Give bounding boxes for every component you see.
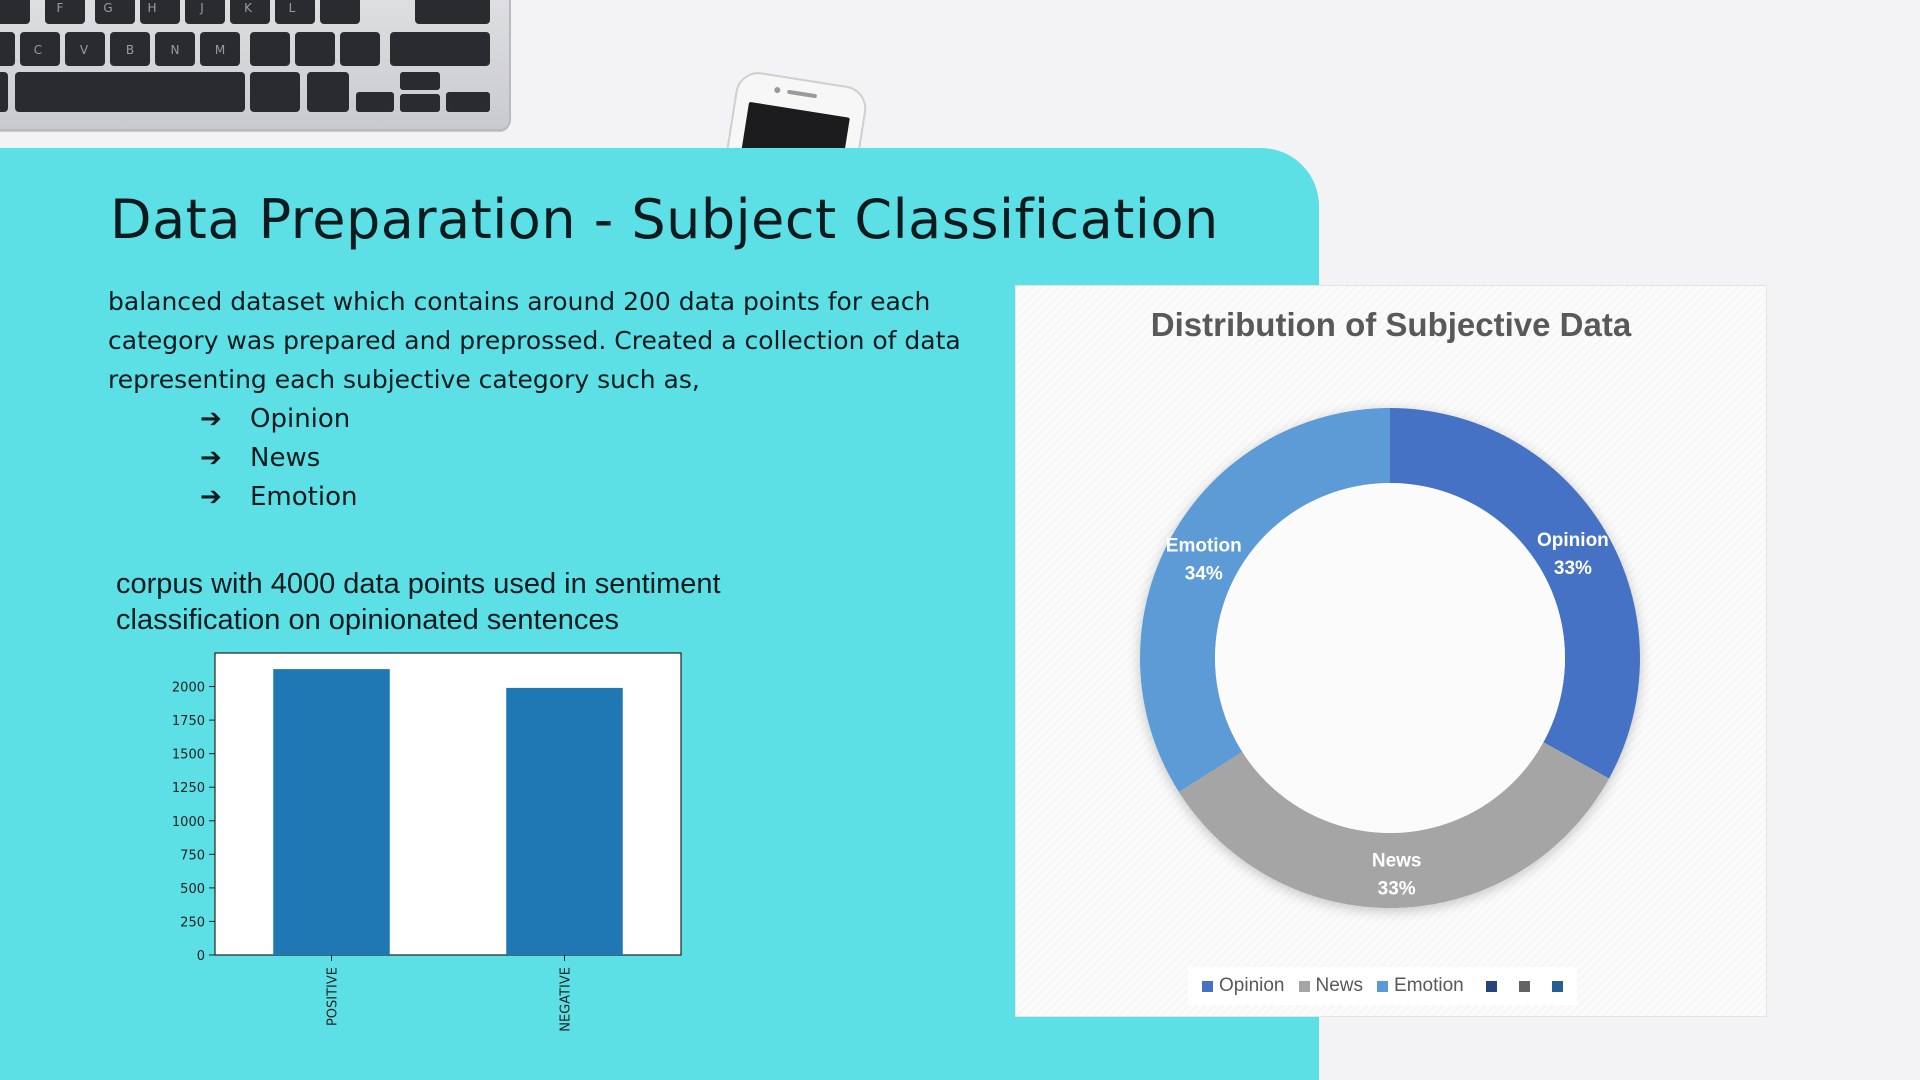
slide-title: Data Preparation - Subject Classificatio… (110, 188, 1219, 251)
arrow-right-icon: ➔ (200, 443, 222, 473)
x-tick-label: POSITIVE (326, 967, 341, 1026)
y-tick-label: 1250 (172, 781, 205, 796)
slice-value: 33% (1554, 558, 1592, 579)
y-tick-label: 1750 (172, 714, 205, 729)
category-list: ➔ Opinion ➔ News ➔ Emotion (200, 400, 357, 517)
slice-value: 33% (1378, 878, 1416, 899)
y-tick-label: 750 (180, 848, 205, 863)
slice-label: News (1372, 850, 1422, 871)
legend-swatch (1485, 980, 1497, 992)
arrow-right-icon: ➔ (200, 482, 222, 512)
svg-text:F: F (57, 1, 64, 15)
svg-text:N: N (171, 43, 180, 57)
slice-news (1178, 742, 1610, 908)
intro-paragraph: balanced dataset which contains around 2… (108, 287, 961, 394)
corpus-note: corpus with 4000 data points used in sen… (116, 568, 721, 636)
svg-text:M: M (215, 43, 225, 57)
subjective-donut-chart: Opinion 33% News 33% Emotion 34% (1140, 408, 1640, 908)
donut-chart-card: Opinion 33% News 33% Emotion 34% Distribution… (1015, 285, 1767, 1017)
y-tick-label: 1500 (172, 748, 205, 763)
legend-item (1518, 980, 1530, 992)
legend-swatch (1518, 980, 1530, 992)
slice-emotion (1140, 408, 1390, 792)
svg-text:C: C (34, 43, 42, 57)
slice-label: Emotion (1166, 536, 1242, 557)
y-tick-label: 500 (180, 882, 205, 897)
category-label: Emotion (250, 482, 358, 512)
svg-text:B: B (126, 43, 134, 57)
slice-label: Opinion (1537, 530, 1609, 551)
svg-text:L: L (289, 1, 296, 15)
slice-opinion (1390, 408, 1640, 779)
desk-photo: F G H J K L C V B N M (0, 0, 867, 160)
category-label: News (250, 443, 321, 473)
legend-label: News (1315, 975, 1364, 996)
donut-chart-title: Distribution of Subjective Data (1150, 306, 1632, 343)
y-tick-label: 250 (180, 915, 205, 930)
legend-item (1485, 980, 1497, 992)
y-tick-label: 2000 (172, 681, 205, 696)
legend-item: News (1298, 975, 1364, 997)
list-item: ➔ News (200, 439, 357, 478)
donut-hole (1215, 483, 1565, 833)
category-label: Opinion (250, 404, 351, 434)
slice-value: 34% (1185, 564, 1223, 585)
legend-item: Emotion (1377, 975, 1464, 997)
keyboard-photo: F G H J K L C V B N M (0, 0, 511, 132)
y-tick-label: 0 (197, 949, 205, 964)
y-tick-label: 1000 (172, 815, 205, 830)
legend-swatch (1377, 980, 1389, 992)
legend-swatch (1551, 980, 1563, 992)
svg-text:K: K (244, 1, 253, 15)
bar-positive (273, 669, 390, 955)
legend-item (1551, 980, 1563, 992)
svg-text:H: H (147, 1, 156, 15)
bar-negative (506, 687, 623, 955)
donut-legend: Opinion News Emotion (1188, 967, 1577, 1005)
svg-text:G: G (103, 1, 112, 15)
svg-text:J: J (199, 1, 204, 15)
list-item: ➔ Emotion (200, 478, 357, 517)
legend-swatch (1298, 980, 1310, 992)
legend-label: Opinion (1219, 975, 1285, 996)
svg-text:V: V (80, 43, 89, 57)
x-tick-label: NEGATIVE (559, 967, 574, 1032)
sentiment-bar-chart: POSITIVE NEGATIVE 0 250 500 750 1000 1250 1500 17… (172, 652, 682, 1032)
legend-swatch (1202, 980, 1213, 992)
legend-item: Opinion (1202, 975, 1285, 997)
list-item: ➔ Opinion (200, 400, 357, 439)
phone-photo (723, 72, 867, 160)
arrow-right-icon: ➔ (200, 404, 222, 434)
legend-label: Emotion (1394, 975, 1464, 996)
